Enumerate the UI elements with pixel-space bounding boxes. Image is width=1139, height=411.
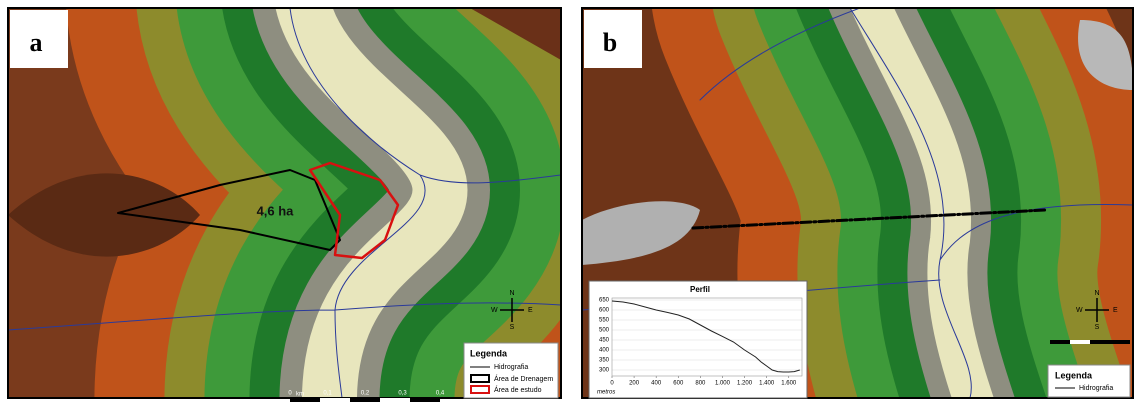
x-tick-label: 600 <box>673 381 684 387</box>
compass-w: W <box>1076 307 1083 314</box>
y-tick-label: 650 <box>599 298 610 304</box>
scale-label: 0,4 <box>436 391 445 397</box>
scale-label: 0,2 <box>361 391 370 397</box>
compass-s: S <box>510 324 515 331</box>
scale-unit: km <box>296 392 304 398</box>
x-tick-label: 1.000 <box>715 381 731 387</box>
legend-item: Hidrografia <box>494 364 528 371</box>
panel-label: a <box>30 28 43 57</box>
x-tick-label: 400 <box>651 381 662 387</box>
legend-item: Área de Drenagem <box>494 374 553 383</box>
legend-b: Legenda Hidrografia <box>1048 365 1130 397</box>
x-axis-label: metros <box>597 390 615 396</box>
x-tick-label: 800 <box>695 381 706 387</box>
compass-s: S <box>1095 324 1100 331</box>
x-tick-label: 1.600 <box>781 381 797 387</box>
legend-item: Área de estudo <box>494 385 542 394</box>
figure: a 4,6 ha N S E W 00,10,20,30,4 Legenda H… <box>0 0 1139 406</box>
scale-label: 0,1 <box>323 391 332 397</box>
y-tick-label: 450 <box>599 338 610 344</box>
y-tick-label: 300 <box>599 368 610 374</box>
y-tick-label: 550 <box>599 318 610 324</box>
compass-n: N <box>1094 290 1099 297</box>
x-tick-label: 1.200 <box>737 381 753 387</box>
legend-a: Legenda Hidrografia Área de Drenagem Áre… <box>464 343 558 398</box>
y-tick-label: 500 <box>599 328 610 334</box>
legend-title: Legenda <box>1055 370 1093 380</box>
x-tick-label: 200 <box>629 381 640 387</box>
panel-label: b <box>603 28 617 57</box>
x-tick-label: 1.400 <box>759 381 775 387</box>
compass-e: E <box>1113 307 1118 314</box>
legend-title: Legenda <box>470 348 508 358</box>
y-tick-label: 600 <box>599 308 610 314</box>
compass-e: E <box>528 307 533 314</box>
scale-label: 0,3 <box>398 391 407 397</box>
area-label: 4,6 ha <box>257 203 295 218</box>
y-tick-label: 400 <box>599 348 610 354</box>
compass-w: W <box>491 307 498 314</box>
compass-n: N <box>509 290 514 297</box>
scale-bar <box>1050 340 1130 344</box>
legend-item: Hidrografia <box>1079 385 1113 392</box>
profile-title: Perfil <box>690 285 710 294</box>
y-tick-label: 350 <box>599 358 610 364</box>
